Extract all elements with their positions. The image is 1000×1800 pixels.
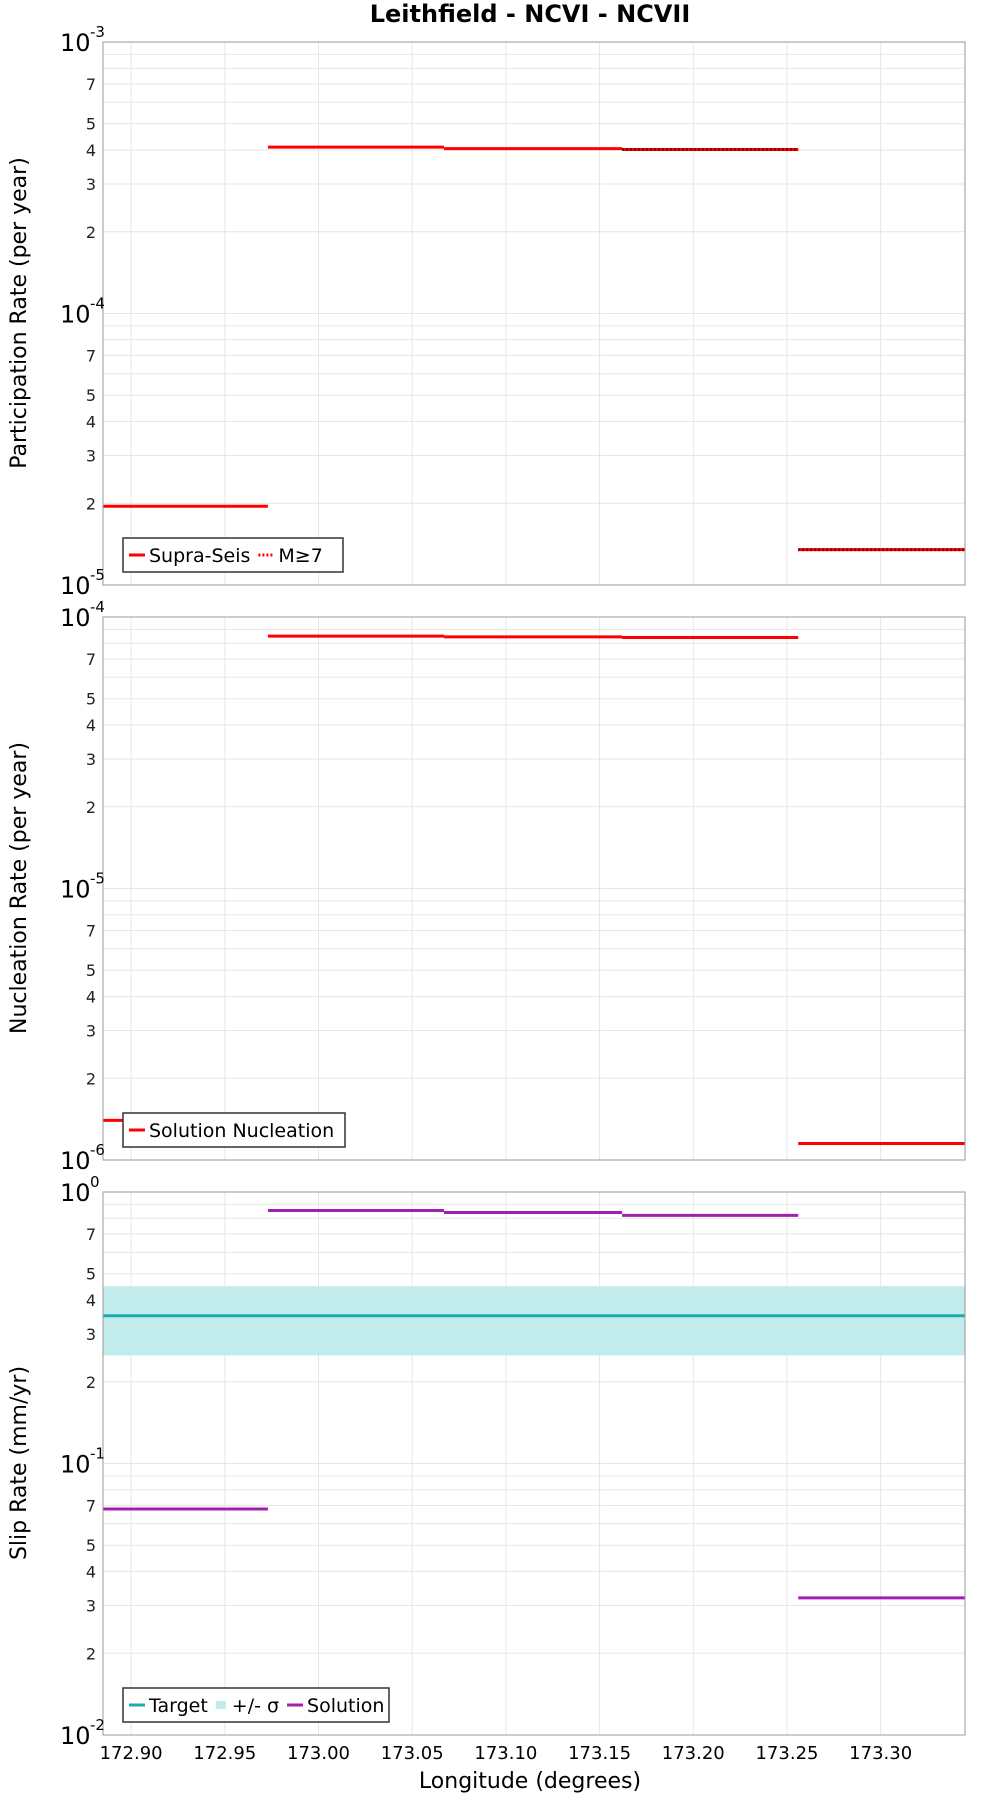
- y-tick-label: 3: [86, 446, 96, 465]
- series-solution-nucleation: [103, 634, 965, 1146]
- y-tick-label: 5: [86, 961, 96, 980]
- x-tick-label: 173.20: [662, 1743, 725, 1764]
- y-tick-label: 7: [86, 347, 96, 366]
- plot-frame: [102, 41, 966, 586]
- plot-frame: [102, 616, 966, 1161]
- y-tick-label-exponent: -5: [90, 870, 105, 888]
- y-tick-label-exponent: -6: [90, 1141, 105, 1159]
- y-tick-label-major: 10: [60, 301, 91, 329]
- legend-box: [122, 1112, 346, 1148]
- y-tick-label: 2: [86, 1644, 96, 1663]
- y-tick-label: 7: [86, 922, 96, 941]
- legend: Supra-Seis M≥7: [122, 537, 344, 573]
- legend-entry: +/- σ: [232, 1695, 279, 1717]
- legend-entry: M≥7: [278, 545, 322, 567]
- gridlines: [103, 617, 965, 1161]
- x-axis-label: Longitude (degrees): [419, 1769, 641, 1794]
- y-tick-label: 5: [86, 1536, 96, 1555]
- y-tick-label: 2: [86, 798, 96, 817]
- y-tick-label: 3: [86, 175, 96, 194]
- y-tick-label: 4: [86, 1563, 96, 1582]
- legend-box: [122, 537, 344, 573]
- y-tick-label-exponent: 0: [90, 1173, 100, 1191]
- legend: Solution Nucleation: [122, 1112, 346, 1148]
- x-tick-label: 172.95: [193, 1743, 256, 1764]
- y-tick-label: 4: [86, 716, 96, 735]
- y-tick-label: 5: [86, 690, 96, 709]
- y-axis-label: Slip Rate (mm/yr): [7, 1366, 32, 1560]
- x-tick-label: 173.05: [381, 1743, 444, 1764]
- y-tick-label: 3: [86, 1325, 96, 1344]
- y-tick-label-major: 10: [60, 29, 91, 57]
- plot-frame: [102, 1191, 966, 1736]
- y-tick-label: 2: [86, 223, 96, 242]
- y-tick-label: 5: [86, 386, 96, 405]
- y-tick-label-major: 10: [60, 1451, 91, 1479]
- sigma-band: [103, 1286, 965, 1356]
- y-tick-label-exponent: -4: [90, 598, 105, 616]
- legend-entry: Supra-Seis: [149, 545, 250, 567]
- y-tick-label: 2: [86, 1069, 96, 1088]
- y-tick-label: 4: [86, 988, 96, 1007]
- series-solution: [103, 1208, 965, 1600]
- y-tick-label-exponent: -1: [90, 1445, 105, 1463]
- y-tick-label: 2: [86, 1373, 96, 1392]
- y-tick-label: 7: [86, 75, 96, 94]
- legend: Target +/- σ Solution: [122, 1687, 390, 1723]
- y-tick-label: 5: [86, 115, 96, 134]
- series-m-7: [622, 147, 965, 552]
- legend-box: [122, 1687, 390, 1723]
- x-tick-label: 173.10: [474, 1743, 537, 1764]
- y-tick-label-exponent: -5: [90, 566, 105, 584]
- x-tick-labels: 172.90 172.95 173.00 173.05 173.10 173.15 173.…: [100, 1743, 913, 1764]
- y-tick-label-major: 10: [60, 1179, 91, 1207]
- y-tick-label-major: 10: [60, 572, 91, 600]
- x-tick-label: 172.90: [100, 1743, 163, 1764]
- y-tick-label: 7: [86, 650, 96, 669]
- y-tick-label-exponent: -2: [90, 1716, 105, 1734]
- y-tick-label: 4: [86, 1291, 96, 1310]
- y-tick-label: 2: [86, 494, 96, 513]
- gridlines: [103, 42, 965, 586]
- x-tick-label: 173.15: [568, 1743, 631, 1764]
- y-tick-label: 4: [86, 141, 96, 160]
- y-tick-label-major: 10: [60, 604, 91, 632]
- y-tick-label: 7: [86, 1497, 96, 1516]
- chart-title: Leithfield - NCVI - NCVII: [370, 0, 691, 28]
- y-axis-label: Participation Rate (per year): [7, 157, 32, 469]
- y-tick-label-major: 10: [60, 876, 91, 904]
- y-tick-label-exponent: -3: [90, 23, 105, 41]
- x-tick-label: 173.25: [755, 1743, 818, 1764]
- legend-entry: Solution: [307, 1695, 384, 1717]
- y-tick-label: 5: [86, 1265, 96, 1284]
- legend-entry: Solution Nucleation: [149, 1120, 334, 1142]
- x-tick-label: 173.00: [287, 1743, 350, 1764]
- y-tick-label-major: 10: [60, 1722, 91, 1750]
- y-tick-label: 4: [86, 413, 96, 432]
- y-tick-label: 3: [86, 1596, 96, 1615]
- y-tick-label-major: 10: [60, 1147, 91, 1175]
- y-tick-label: 3: [86, 1021, 96, 1040]
- legend-entry: Target: [148, 1695, 208, 1717]
- y-tick-label-exponent: -4: [90, 295, 105, 313]
- x-tick-label: 173.30: [849, 1743, 912, 1764]
- y-tick-label: 3: [86, 750, 96, 769]
- y-tick-label: 7: [86, 1225, 96, 1244]
- legend-swatch: [215, 1701, 226, 1709]
- series-supra-seis: [103, 145, 965, 552]
- y-axis-label: Nucleation Rate (per year): [7, 742, 32, 1034]
- gridlines: [103, 1192, 965, 1736]
